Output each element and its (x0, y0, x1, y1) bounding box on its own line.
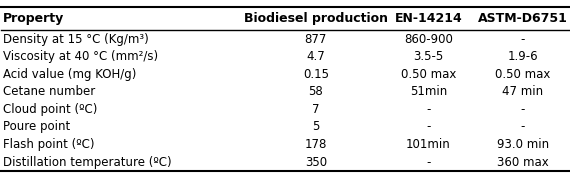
Text: -: - (426, 103, 430, 116)
Text: 178: 178 (304, 138, 327, 151)
Text: 51min: 51min (410, 85, 447, 98)
Text: Acid value (mg KOH/g): Acid value (mg KOH/g) (3, 68, 136, 81)
Text: -: - (521, 121, 525, 134)
Text: Cloud point (ºC): Cloud point (ºC) (3, 103, 97, 116)
Text: -: - (426, 156, 430, 169)
Text: 101min: 101min (406, 138, 451, 151)
Text: 5: 5 (312, 121, 319, 134)
Text: Viscosity at 40 °C (mm²/s): Viscosity at 40 °C (mm²/s) (3, 50, 158, 63)
Text: 350: 350 (305, 156, 327, 169)
Text: 7: 7 (312, 103, 320, 116)
Text: 0.50 max: 0.50 max (401, 68, 456, 81)
Text: 877: 877 (304, 33, 327, 46)
Text: 4.7: 4.7 (307, 50, 325, 63)
Text: 1.9-6: 1.9-6 (508, 50, 538, 63)
Text: 93.0 min: 93.0 min (497, 138, 549, 151)
Text: Distillation temperature (ºC): Distillation temperature (ºC) (3, 156, 172, 169)
Text: 360 max: 360 max (497, 156, 549, 169)
Text: ASTM-D6751: ASTM-D6751 (478, 12, 568, 25)
Text: 0.15: 0.15 (303, 68, 329, 81)
Text: -: - (521, 103, 525, 116)
Text: -: - (521, 33, 525, 46)
Text: Flash point (ºC): Flash point (ºC) (3, 138, 95, 151)
Text: 3.5-5: 3.5-5 (413, 50, 443, 63)
Text: Biodiesel production: Biodiesel production (244, 12, 388, 25)
Text: Poure point: Poure point (3, 121, 70, 134)
Text: 47 min: 47 min (502, 85, 544, 98)
Text: 58: 58 (308, 85, 323, 98)
Text: Density at 15 °C (Kg/m³): Density at 15 °C (Kg/m³) (3, 33, 149, 46)
Text: 0.50 max: 0.50 max (495, 68, 551, 81)
Text: Property: Property (3, 12, 64, 25)
Text: -: - (426, 121, 430, 134)
Text: EN-14214: EN-14214 (394, 12, 462, 25)
Text: Cetane number: Cetane number (3, 85, 95, 98)
Text: 860-900: 860-900 (404, 33, 453, 46)
